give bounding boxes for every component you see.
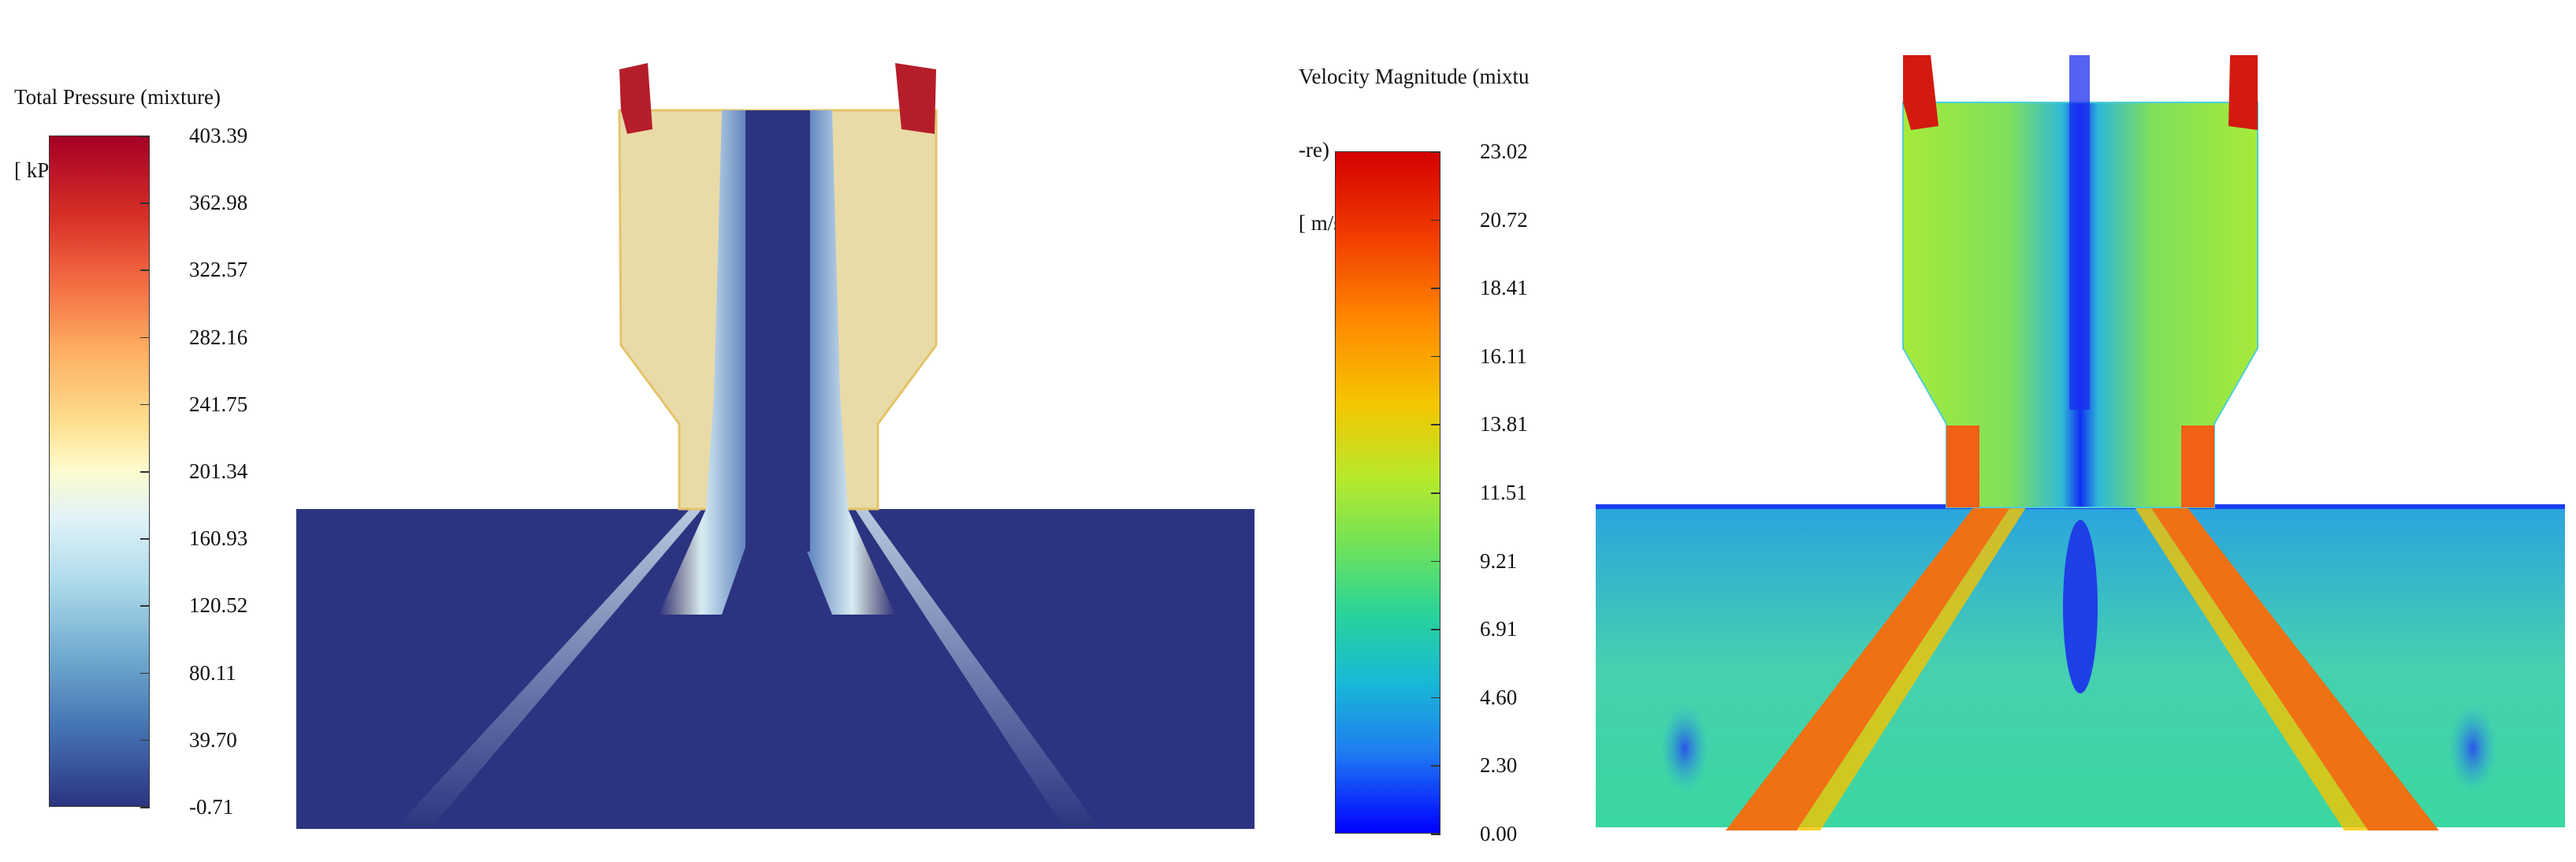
velocity-legend-title-quantity: Velocity Magnitude (mixtu (1299, 65, 1530, 88)
pressure-panel: Total Pressure (mixture) [ kPa ] 403.39 3… (0, 0, 1277, 862)
velocity-legend-title-continuation: -re) (1299, 138, 1329, 162)
pressure-right-streak (852, 504, 1100, 829)
pressure-tick-label: 362.98 (189, 191, 248, 215)
velocity-tick-mark (1431, 765, 1440, 767)
velocity-center-channel (2069, 55, 2090, 410)
pressure-jet-core (745, 110, 810, 552)
velocity-tick-mark (1431, 219, 1440, 221)
velocity-right-inlet-hotspot (2228, 55, 2258, 130)
pressure-tick-mark (140, 336, 150, 339)
velocity-colorbar (1335, 151, 1440, 834)
velocity-tick-label: 6.91 (1480, 617, 1518, 641)
velocity-left-vortex (1661, 705, 1708, 792)
pressure-tick-label: 322.57 (189, 258, 248, 282)
pressure-contour-graphic (296, 63, 1255, 829)
pressure-legend-title-quantity: Total Pressure (mixture) (14, 85, 221, 109)
velocity-tick-mark (1431, 355, 1440, 358)
pressure-tick-label: 201.34 (189, 459, 248, 483)
pressure-tick-mark (140, 202, 150, 204)
velocity-left-throat-jet (1946, 425, 1979, 507)
pressure-tick-mark (140, 672, 150, 674)
pressure-tick-mark (140, 739, 150, 741)
pressure-tick-mark (140, 136, 150, 137)
velocity-tick-mark (1431, 424, 1440, 425)
pressure-tick-label: 120.52 (189, 593, 248, 618)
velocity-tick-label: 4.60 (1480, 685, 1518, 709)
pressure-right-inlet-hotspot (895, 63, 936, 134)
velocity-left-inlet-hotspot (1903, 55, 1939, 130)
velocity-tick-mark (1431, 151, 1440, 153)
velocity-tick-mark (1431, 629, 1440, 630)
velocity-tick-label: 16.11 (1480, 344, 1527, 368)
pressure-tick-label: 403.39 (189, 124, 248, 147)
velocity-tick-label: 9.21 (1480, 548, 1518, 573)
velocity-tick-label: 2.30 (1480, 753, 1518, 778)
pressure-tick-mark (140, 403, 150, 406)
velocity-contour-plot (1592, 55, 2570, 830)
velocity-tick-label: 18.41 (1480, 276, 1528, 300)
velocity-right-vortex (2449, 705, 2496, 792)
pressure-tick-label: -0.71 (189, 795, 234, 819)
velocity-right-jet (2143, 496, 2439, 830)
pressure-left-streak (395, 504, 706, 829)
velocity-tick-label: 0.00 (1480, 822, 1518, 845)
velocity-tick-mark (1431, 697, 1440, 699)
pressure-tick-label: 160.93 (189, 526, 248, 551)
velocity-central-wake (2063, 520, 2098, 693)
pressure-tick-label: 241.75 (189, 392, 248, 416)
velocity-tick-mark (1431, 560, 1440, 563)
pressure-tick-label: 80.11 (189, 660, 236, 685)
pressure-tick-mark (140, 538, 150, 540)
pressure-tick-mark (140, 269, 150, 271)
velocity-tick-mark (1431, 834, 1440, 835)
pressure-tick-label: 282.16 (189, 325, 248, 349)
pressure-tick-label: 39.70 (189, 727, 237, 752)
velocity-contour-graphic (1596, 55, 2565, 830)
velocity-tick-mark (1431, 492, 1440, 494)
velocity-tick-label: 11.51 (1480, 481, 1527, 504)
velocity-left-jet (1726, 496, 2017, 830)
pressure-contour-plot (296, 63, 1261, 832)
velocity-tick-label: 13.81 (1480, 412, 1528, 437)
velocity-right-throat-jet (2181, 425, 2214, 507)
pressure-colorbar (49, 136, 150, 807)
velocity-left-jet-edge (1797, 496, 2033, 830)
velocity-tick-mark (1431, 288, 1440, 289)
velocity-right-jet-edge (2128, 496, 2368, 830)
velocity-tick-label: 23.02 (1480, 139, 1528, 163)
velocity-panel: Velocity Magnitude (mixtu -re) [ m/s ] 2… (1277, 0, 2576, 862)
pressure-tick-mark (140, 605, 150, 607)
pressure-tick-mark (140, 471, 150, 473)
pressure-tick-mark (140, 807, 150, 808)
pressure-left-inlet-hotspot (619, 63, 652, 134)
velocity-tick-label: 20.72 (1480, 207, 1528, 232)
